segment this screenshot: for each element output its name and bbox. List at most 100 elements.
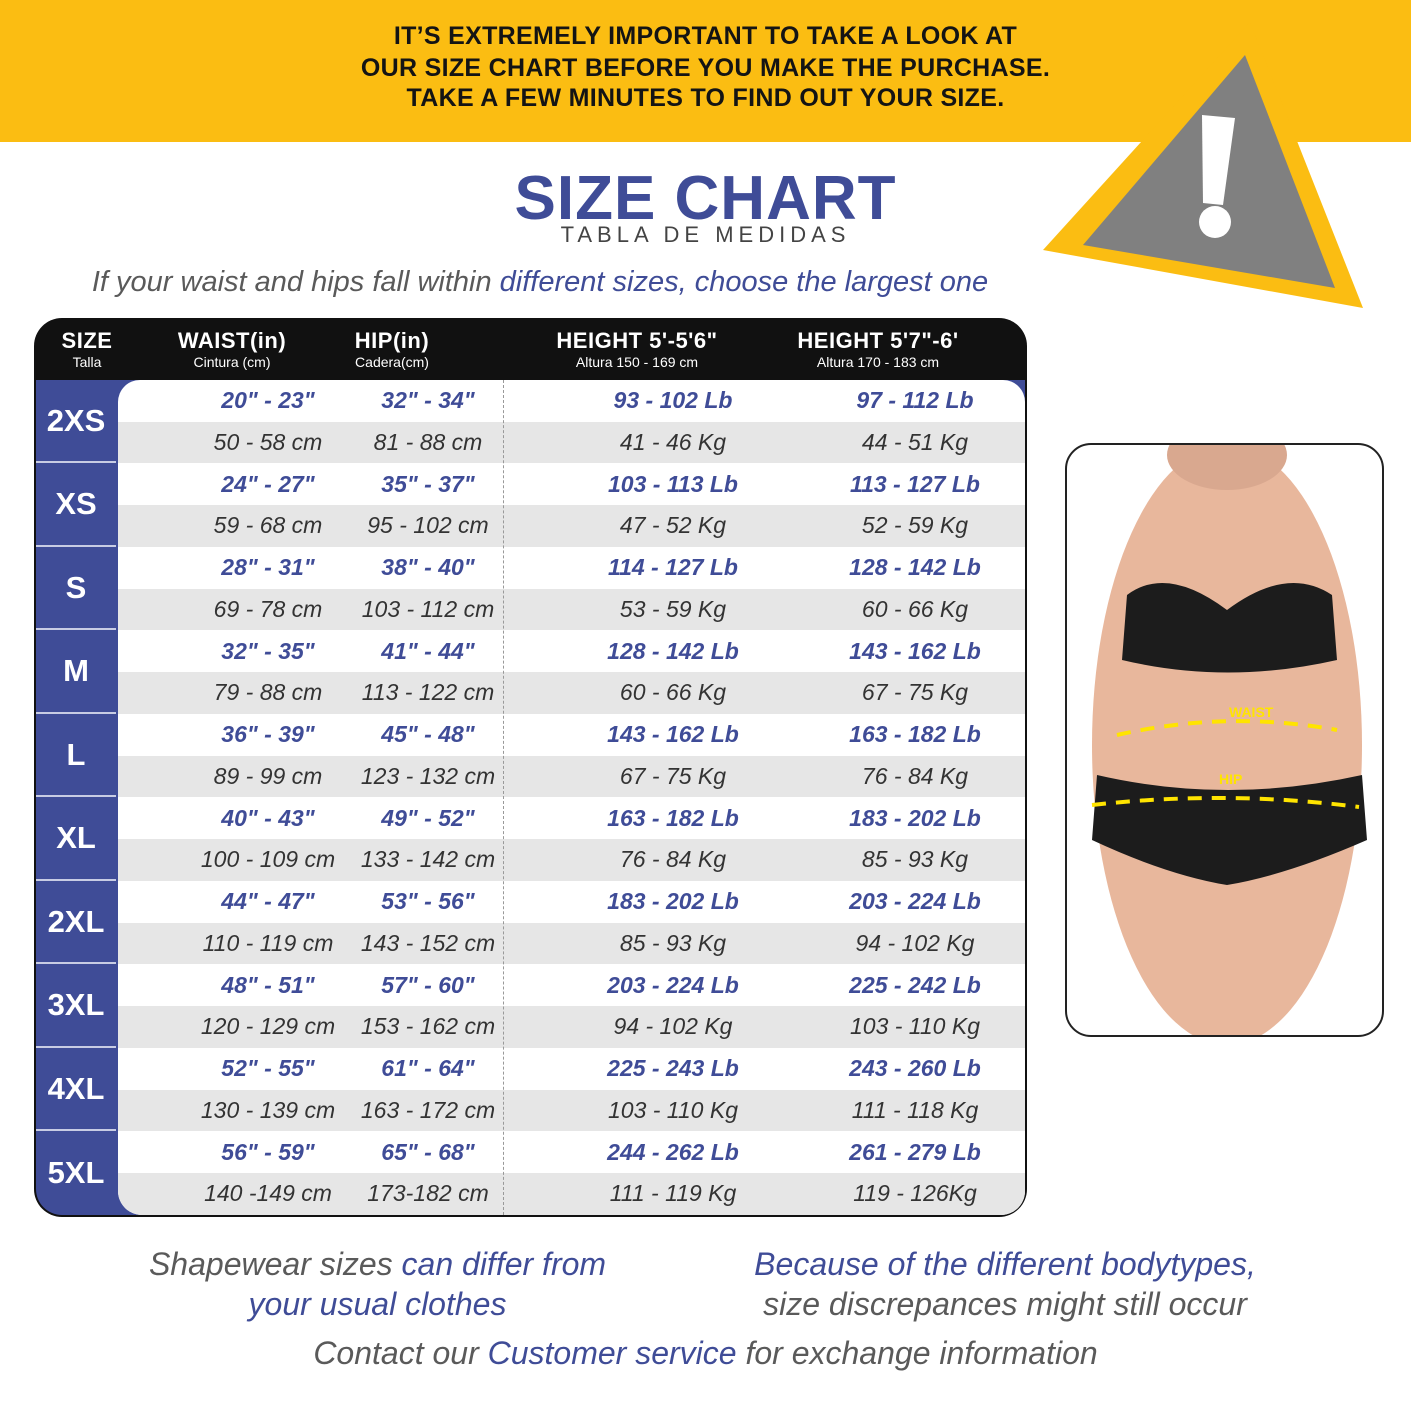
table-cell: 41 - 46 Kg — [619, 428, 727, 455]
table-row-imperial: 44" - 47" 53" - 56" 183 - 202 Lb 203 - 224 … — [118, 881, 1025, 923]
size-label: S — [36, 547, 116, 630]
table-cell: 52 - 59 Kg — [861, 512, 969, 539]
table-cell: 95 - 102 cm — [367, 512, 489, 539]
table-cell: 94 - 102 Kg — [855, 929, 975, 956]
table-row-metric: 100 - 109 cm 133 - 142 cm 76 - 84 Kg 85 - 9… — [118, 839, 1025, 881]
table-cell: 53" - 56" — [381, 888, 475, 914]
table-cell: 60 - 66 Kg — [619, 679, 727, 706]
table-cell: 114 - 127 Lb — [608, 554, 738, 580]
table-cell: 111 - 119 Kg — [609, 1180, 737, 1207]
table-cell: 50 - 58 cm — [213, 428, 323, 455]
table-cell: 52" - 55" — [221, 1055, 315, 1081]
table-cell: 243 - 260 Lb — [849, 1055, 981, 1081]
warning-banner: IT’S EXTREMELY IMPORTANT TO TAKE A LOOK … — [0, 0, 1411, 142]
table-cell: 119 - 126Kg — [853, 1180, 977, 1207]
table-cell: 173-182 cm — [367, 1180, 489, 1207]
banner-line: TAKE A FEW MINUTES TO FIND OUT YOUR SIZE… — [406, 84, 1005, 112]
table-cell: 128 - 142 Lb — [607, 637, 739, 664]
table-row-metric: 120 - 129 cm 153 - 162 cm 94 - 102 Kg 103 -… — [118, 1006, 1025, 1048]
table-cell: 93 - 102 Lb — [613, 387, 733, 413]
table-row-imperial: 28" - 31" 38" - 40" 114 - 127 Lb 128 - 142 … — [118, 547, 1025, 589]
model-photo: WAIST HIP — [1065, 443, 1384, 1037]
model-illustration: WAIST HIP — [1091, 445, 1367, 1035]
table-cell: 47 - 52 Kg — [619, 512, 727, 539]
table-cell: 76 - 84 Kg — [619, 846, 727, 873]
hip-label: HIP — [1219, 771, 1242, 787]
table-cell: 41" - 44" — [381, 637, 475, 664]
table-cell: 45" - 48" — [381, 721, 475, 747]
table-cell: 261 - 279 Lb — [849, 1138, 981, 1165]
table-cell: 57" - 60" — [381, 971, 475, 998]
table-cell: 28" - 31" — [221, 554, 315, 580]
table-cell: 56" - 59" — [221, 1138, 315, 1165]
note-highlight: different sizes, choose the largest one — [499, 266, 989, 298]
table-cell: 69 - 78 cm — [213, 595, 323, 622]
table-cell: 79 - 88 cm — [213, 679, 323, 706]
table-cell: 67 - 75 Kg — [861, 679, 969, 706]
table-row-imperial: 40" - 43" 49" - 52" 163 - 182 Lb 183 - 202 … — [118, 798, 1025, 840]
table-row-imperial: 36" - 39" 45" - 48" 143 - 162 Lb 163 - 182 … — [118, 714, 1025, 756]
table-cell: 53 - 59 Kg — [619, 595, 727, 622]
table-row-metric: 69 - 78 cm 103 - 112 cm 53 - 59 Kg 60 - 66 … — [118, 588, 1025, 631]
table-cell: 89 - 99 cm — [213, 762, 323, 789]
table-cell: 48" - 51" — [221, 971, 315, 998]
table-cell: 94 - 102 Kg — [613, 1013, 733, 1040]
table-cell: 120 - 129 cm — [200, 1013, 336, 1040]
table-cell: 130 - 139 cm — [200, 1096, 336, 1123]
table-cell: 49" - 52" — [381, 804, 475, 831]
size-label: L — [36, 714, 116, 797]
table-row-metric: 140 -149 cm 173-182 cm 111 - 119 Kg 119 - 1… — [118, 1173, 1025, 1215]
table-row-metric: 79 - 88 cm 113 - 122 cm 60 - 66 Kg 67 - 75 … — [118, 672, 1025, 714]
table-cell: 163 - 182 Lb — [607, 804, 739, 831]
footer-text: for exchange information — [736, 1335, 1098, 1371]
table-cell: 163 - 172 cm — [360, 1096, 496, 1123]
header-hip: HIP(in) Cadera(cm) — [354, 328, 430, 370]
footer-contact: Contact our Customer service for exchang… — [0, 1335, 1411, 1372]
table-cell: 153 - 162 cm — [360, 1013, 496, 1040]
table-row-metric: 59 - 68 cm 95 - 102 cm 47 - 52 Kg 52 - 59 K… — [118, 505, 1025, 547]
footer-text: size discrepances might still occur — [763, 1286, 1247, 1322]
table-cell: 65" - 68" — [381, 1138, 475, 1165]
table-row-imperial: 24" - 27" 35" - 37" 103 - 113 Lb 113 - 127 … — [118, 464, 1025, 506]
table-cell: 97 - 112 Lb — [856, 387, 974, 413]
column-divider — [503, 380, 504, 1215]
warning-triangle-icon — [1043, 22, 1363, 308]
table-cell: 183 - 202 Lb — [607, 888, 739, 914]
table-cell: 36" - 39" — [221, 721, 315, 747]
table-rows: 140 -149 cm 173-182 cm 111 - 119 Kg 119 - 1… — [118, 380, 1025, 1215]
table-cell: 128 - 142 Lb — [849, 554, 981, 580]
size-label: XS — [36, 464, 116, 547]
table-row-metric: 130 - 139 cm 163 - 172 cm 103 - 110 Kg 111 … — [118, 1089, 1025, 1132]
note-text: If your waist and hips fall within — [91, 266, 500, 298]
table-cell: 85 - 93 Kg — [861, 846, 969, 873]
footer-left: Shapewear sizes can differ from your usu… — [100, 1244, 655, 1324]
header-waist: WAIST(in) Cintura (cm) — [177, 328, 287, 370]
footer-highlight: Because of the different bodytypes, — [754, 1246, 1256, 1282]
size-label: 3XL — [36, 965, 116, 1048]
customer-service-link[interactable]: Customer service — [487, 1335, 737, 1371]
size-label: 2XL — [36, 881, 116, 964]
table-row-imperial: 20" - 23" 32" - 34" 93 - 102 Lb 97 - 112 Lb — [118, 380, 1025, 422]
table-body: 2XS XS S M L XL 2XL 3XL 4XL 5XL 140 -149 cm 173-18… — [36, 380, 1025, 1215]
table-cell: 110 - 119 cm — [202, 929, 334, 956]
table-cell: 103 - 110 Kg — [849, 1013, 980, 1040]
table-cell: 100 - 109 cm — [200, 846, 336, 873]
table-cell: 67 - 75 Kg — [619, 762, 727, 789]
table-cell: 203 - 224 Lb — [849, 888, 981, 914]
table-cell: 113 - 127 Lb — [850, 470, 980, 497]
table-cell: 143 - 162 Lb — [607, 721, 739, 747]
table-cell: 123 - 132 cm — [360, 762, 496, 789]
table-cell: 103 - 112 cm — [361, 595, 495, 622]
table-cell: 44 - 51 Kg — [861, 428, 969, 455]
table-cell: 143 - 152 cm — [360, 929, 496, 956]
banner-line: OUR SIZE CHART BEFORE YOU MAKE THE PURCH… — [360, 54, 1051, 82]
table-row-imperial: 32" - 35" 41" - 44" 128 - 142 Lb 143 - 162 … — [118, 631, 1025, 673]
table-row-imperial: 48" - 51" 57" - 60" 203 - 224 Lb 225 - 242 … — [118, 965, 1025, 1007]
table-cell: 32" - 35" — [221, 637, 315, 664]
table-cell: 35" - 37" — [381, 470, 475, 497]
table-cell: 111 - 118 Kg — [851, 1096, 979, 1123]
table-cell: 59 - 68 cm — [213, 512, 323, 539]
table-cell: 24" - 27" — [221, 470, 315, 497]
size-label: M — [36, 631, 116, 714]
footer-text: Contact our — [313, 1335, 488, 1371]
